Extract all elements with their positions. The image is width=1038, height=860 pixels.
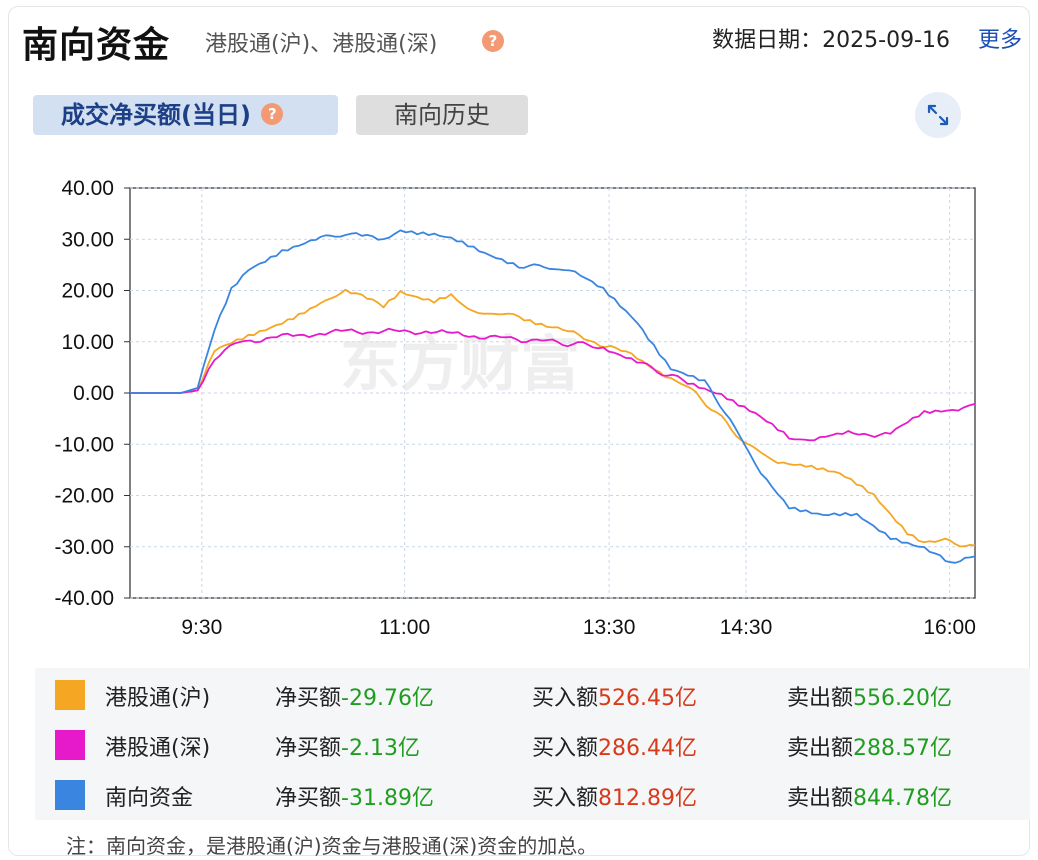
data-date: 数据日期：2025-09-16 bbox=[712, 28, 950, 53]
more-link[interactable]: 更多 bbox=[977, 28, 1022, 53]
series-line-1 bbox=[130, 327, 976, 442]
net-buy: 净买额-2.13亿 bbox=[275, 736, 420, 761]
y-tick-label: -20.00 bbox=[54, 485, 114, 508]
y-tick-label: 20.00 bbox=[61, 280, 114, 303]
y-tick-label: 0.00 bbox=[73, 382, 114, 405]
legend-row: 港股通(沪) 净买额-29.76亿 买入额526.45亿 卖出额556.20亿 bbox=[35, 670, 1030, 711]
sell-amount: 卖出额844.78亿 bbox=[787, 786, 952, 811]
buy-amount: 买入额812.89亿 bbox=[532, 786, 697, 811]
expand-button[interactable] bbox=[915, 92, 961, 138]
net-buy: 净买额-31.89亿 bbox=[275, 786, 434, 811]
y-axis-ticks: 40.00 30.00 20.00 10.00 0.00 -10.00 -20.00 -30.… bbox=[54, 177, 114, 610]
series-line-2 bbox=[130, 229, 976, 564]
expand-icon bbox=[927, 104, 949, 126]
buy-amount: 买入额286.44亿 bbox=[532, 736, 697, 761]
page-subtitle: 港股通(沪)、港股通(深) bbox=[205, 32, 438, 57]
x-tick-label: 16:00 bbox=[923, 616, 976, 639]
legend-swatch bbox=[55, 680, 85, 710]
net-buy: 净买额-29.76亿 bbox=[275, 686, 434, 711]
x-tick-label: 9:30 bbox=[181, 616, 222, 639]
legend-row: 港股通(深) 净买额-2.13亿 买入额286.44亿 卖出额288.57亿 bbox=[35, 720, 1030, 761]
y-tick-label: 40.00 bbox=[61, 177, 114, 200]
legend-name: 港股通(深) bbox=[105, 736, 211, 761]
legend-table: 港股通(沪) 净买额-29.76亿 买入额526.45亿 卖出额556.20亿 … bbox=[35, 668, 1030, 820]
y-tick-label: 30.00 bbox=[61, 228, 114, 251]
widget-frame bbox=[8, 6, 1030, 856]
tab-southbound-history[interactable]: 南向历史 bbox=[356, 95, 528, 135]
chart-grid bbox=[124, 187, 976, 599]
legend-row: 南向资金 净买额-31.89亿 买入额812.89亿 卖出额844.78亿 bbox=[35, 770, 1030, 811]
line-chart: 东方财富 40.00 30.00 20.00 10.00 0.00 -10.00 -20.0… bbox=[54, 177, 976, 639]
sell-amount: 卖出额556.20亿 bbox=[787, 686, 952, 711]
y-tick-label: -10.00 bbox=[54, 433, 114, 456]
x-tick-label: 14:30 bbox=[720, 616, 773, 639]
y-tick-label: -40.00 bbox=[54, 587, 114, 610]
tab-net-buy-label: 成交净买额(当日) bbox=[61, 101, 251, 129]
x-tick-label: 11:00 bbox=[379, 616, 430, 639]
help-icon[interactable]: ? bbox=[261, 103, 284, 125]
watermark: 东方财富 bbox=[340, 330, 580, 400]
x-tick-label: 13:30 bbox=[583, 616, 636, 639]
buy-amount: 买入额526.45亿 bbox=[532, 686, 697, 711]
x-axis-ticks: 9:30 11:00 13:30 14:30 16:00 bbox=[181, 616, 976, 639]
legend-name: 港股通(沪) bbox=[105, 686, 211, 711]
y-tick-label: 10.00 bbox=[61, 331, 114, 354]
legend-name: 南向资金 bbox=[105, 786, 194, 811]
legend-swatch bbox=[55, 780, 85, 810]
legend-swatch bbox=[55, 730, 85, 760]
footnote: 注：南向资金，是港股通(沪)资金与港股通(深)资金的加总。 bbox=[66, 834, 598, 858]
sell-amount: 卖出额288.57亿 bbox=[787, 736, 952, 761]
y-tick-label: -30.00 bbox=[54, 536, 114, 559]
tab-net-buy-today[interactable]: 成交净买额(当日) ? bbox=[33, 95, 338, 135]
chart-series bbox=[130, 229, 976, 564]
series-line-0 bbox=[130, 288, 976, 548]
help-icon[interactable]: ? bbox=[482, 30, 504, 52]
page-title: 南向资金 bbox=[22, 25, 171, 66]
